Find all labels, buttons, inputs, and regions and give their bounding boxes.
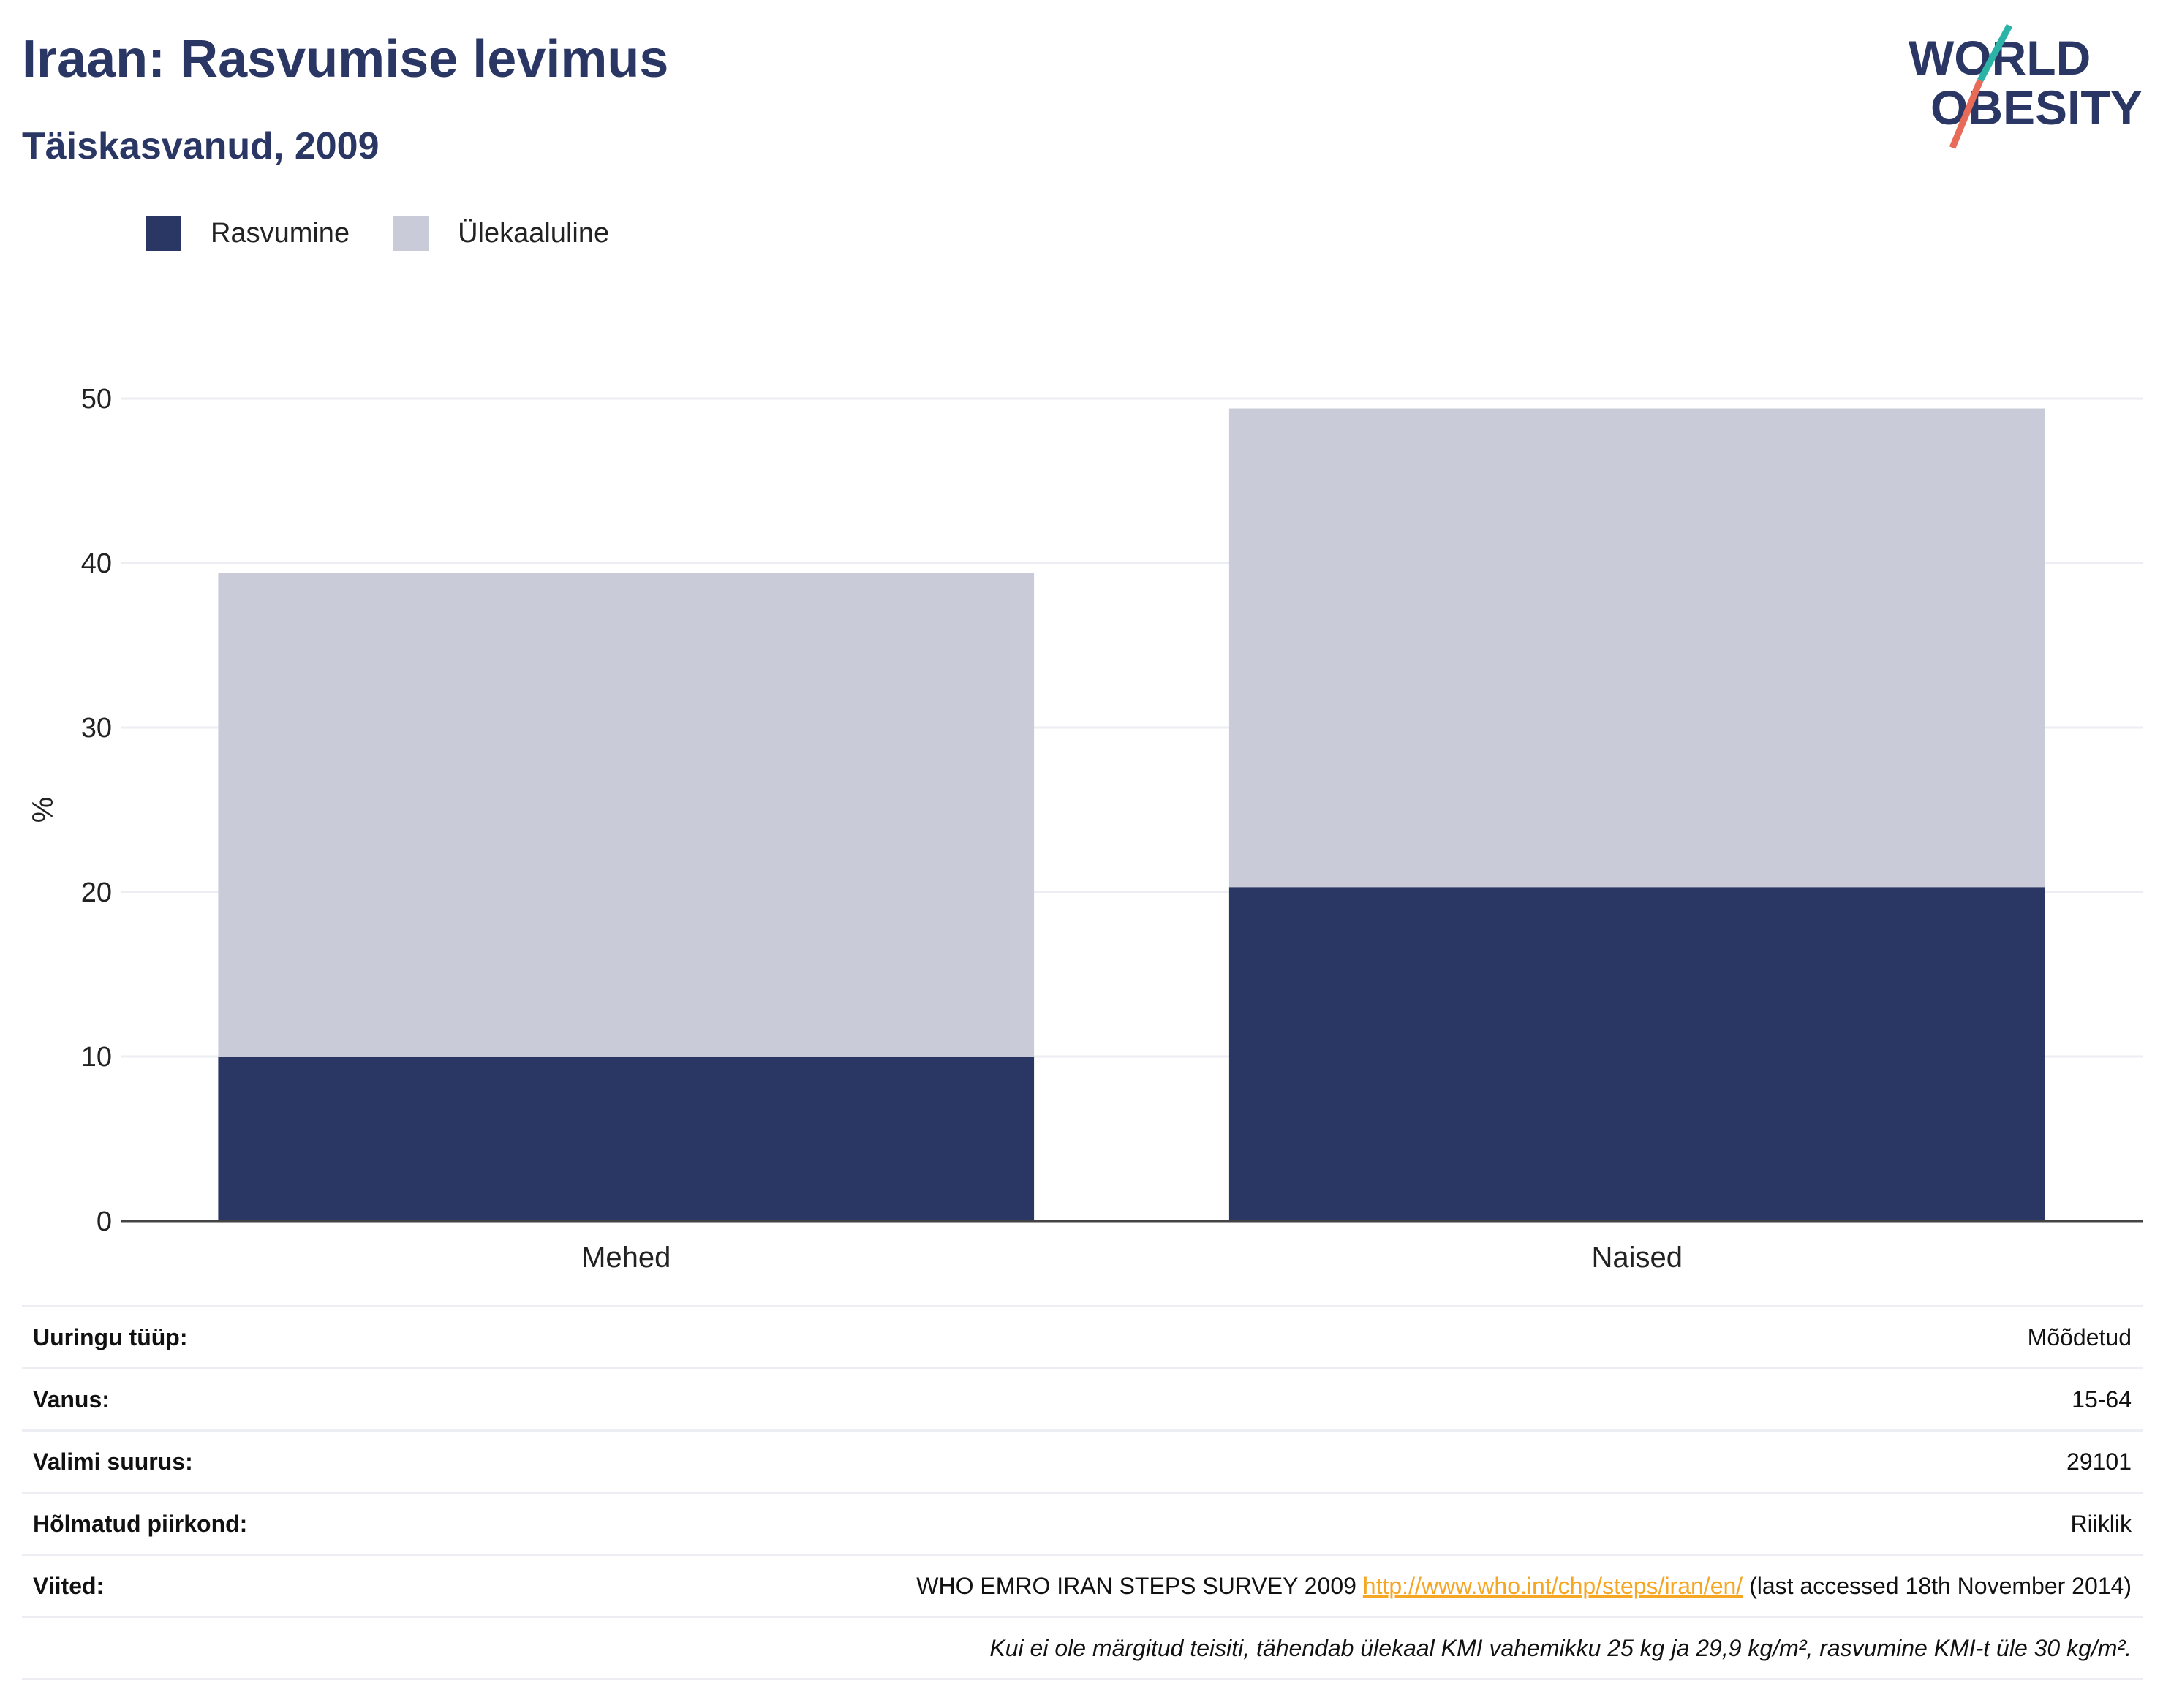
info-label: Valimi suurus: bbox=[22, 1429, 363, 1493]
info-row-sample-size: Valimi suurus: 29101 bbox=[22, 1429, 2143, 1493]
references-value: WHO EMRO IRAN STEPS SURVEY 2009 http://w… bbox=[362, 1554, 2143, 1617]
logo-slash-teal bbox=[1977, 23, 2012, 83]
legend-label-obesity: Rasvumine bbox=[211, 217, 350, 249]
info-row-references: Viited: WHO EMRO IRAN STEPS SURVEY 2009 … bbox=[22, 1554, 2143, 1617]
world-obesity-logo: WORLD OBESITY bbox=[1909, 23, 2143, 149]
y-tick-label: 40 bbox=[81, 548, 112, 579]
y-tick-label: 10 bbox=[81, 1042, 112, 1073]
y-tick-label: 50 bbox=[81, 384, 112, 415]
info-value: Riiklik bbox=[362, 1492, 2143, 1555]
references-link[interactable]: http://www.who.int/chp/steps/iran/en/ bbox=[1362, 1572, 1743, 1599]
info-row-age: Vanus: 15-64 bbox=[22, 1367, 2143, 1431]
y-tick-label: 30 bbox=[81, 713, 112, 744]
references-label: Viited: bbox=[22, 1554, 363, 1617]
legend-swatch-overweight bbox=[393, 216, 429, 251]
legend-item-overweight[interactable]: Ülekaaluline bbox=[393, 216, 609, 251]
info-label: Uuringu tüüp: bbox=[22, 1305, 363, 1369]
survey-info-table: Uuringu tüüp: Mõõdetud Vanus: 15-64 Vali… bbox=[22, 1305, 2143, 1680]
bar-overweight-naised bbox=[1228, 408, 2045, 888]
y-axis-label: % bbox=[27, 797, 59, 823]
info-label: Hõlmatud piirkond: bbox=[22, 1492, 363, 1555]
bar-obesity-naised bbox=[1228, 887, 2045, 1221]
info-label: Vanus: bbox=[22, 1367, 363, 1431]
info-value: 15-64 bbox=[362, 1367, 2143, 1431]
legend-item-obesity[interactable]: Rasvumine bbox=[146, 216, 350, 251]
logo-slash-coral bbox=[1949, 79, 1984, 149]
chart-subtitle: Täiskasvanud, 2009 bbox=[22, 125, 380, 167]
legend-swatch-obesity bbox=[146, 216, 181, 251]
x-tick-label: Naised bbox=[1591, 1242, 1683, 1272]
y-tick-label: 0 bbox=[97, 1206, 112, 1237]
references-text: WHO EMRO IRAN STEPS SURVEY 2009 bbox=[916, 1572, 1363, 1599]
info-value: Mõõdetud bbox=[362, 1305, 2143, 1369]
info-row-footnote: Kui ei ole märgitud teisiti, tähendab ül… bbox=[22, 1616, 2143, 1680]
chart-legend: Rasvumine Ülekaaluline bbox=[146, 216, 653, 251]
bar-overweight-mehed bbox=[218, 573, 1035, 1057]
info-row-survey-type: Uuringu tüüp: Mõõdetud bbox=[22, 1305, 2143, 1369]
y-tick-label: 20 bbox=[81, 877, 112, 908]
x-tick-label: Mehed bbox=[581, 1242, 671, 1272]
footnote: Kui ei ole märgitud teisiti, tähendab ül… bbox=[22, 1616, 2143, 1680]
bar-chart: 0 10 20 30 40 50% Mehed Naised bbox=[27, 384, 2143, 1272]
references-accessed: (last accessed 18th November 2014) bbox=[1743, 1572, 2132, 1599]
info-value: 29101 bbox=[362, 1429, 2143, 1493]
chart-title: Iraan: Rasvumise levimus bbox=[22, 30, 669, 88]
info-row-area: Hõlmatud piirkond: Riiklik bbox=[22, 1492, 2143, 1555]
bar-obesity-mehed bbox=[218, 1057, 1035, 1221]
legend-label-overweight: Ülekaaluline bbox=[458, 217, 610, 249]
